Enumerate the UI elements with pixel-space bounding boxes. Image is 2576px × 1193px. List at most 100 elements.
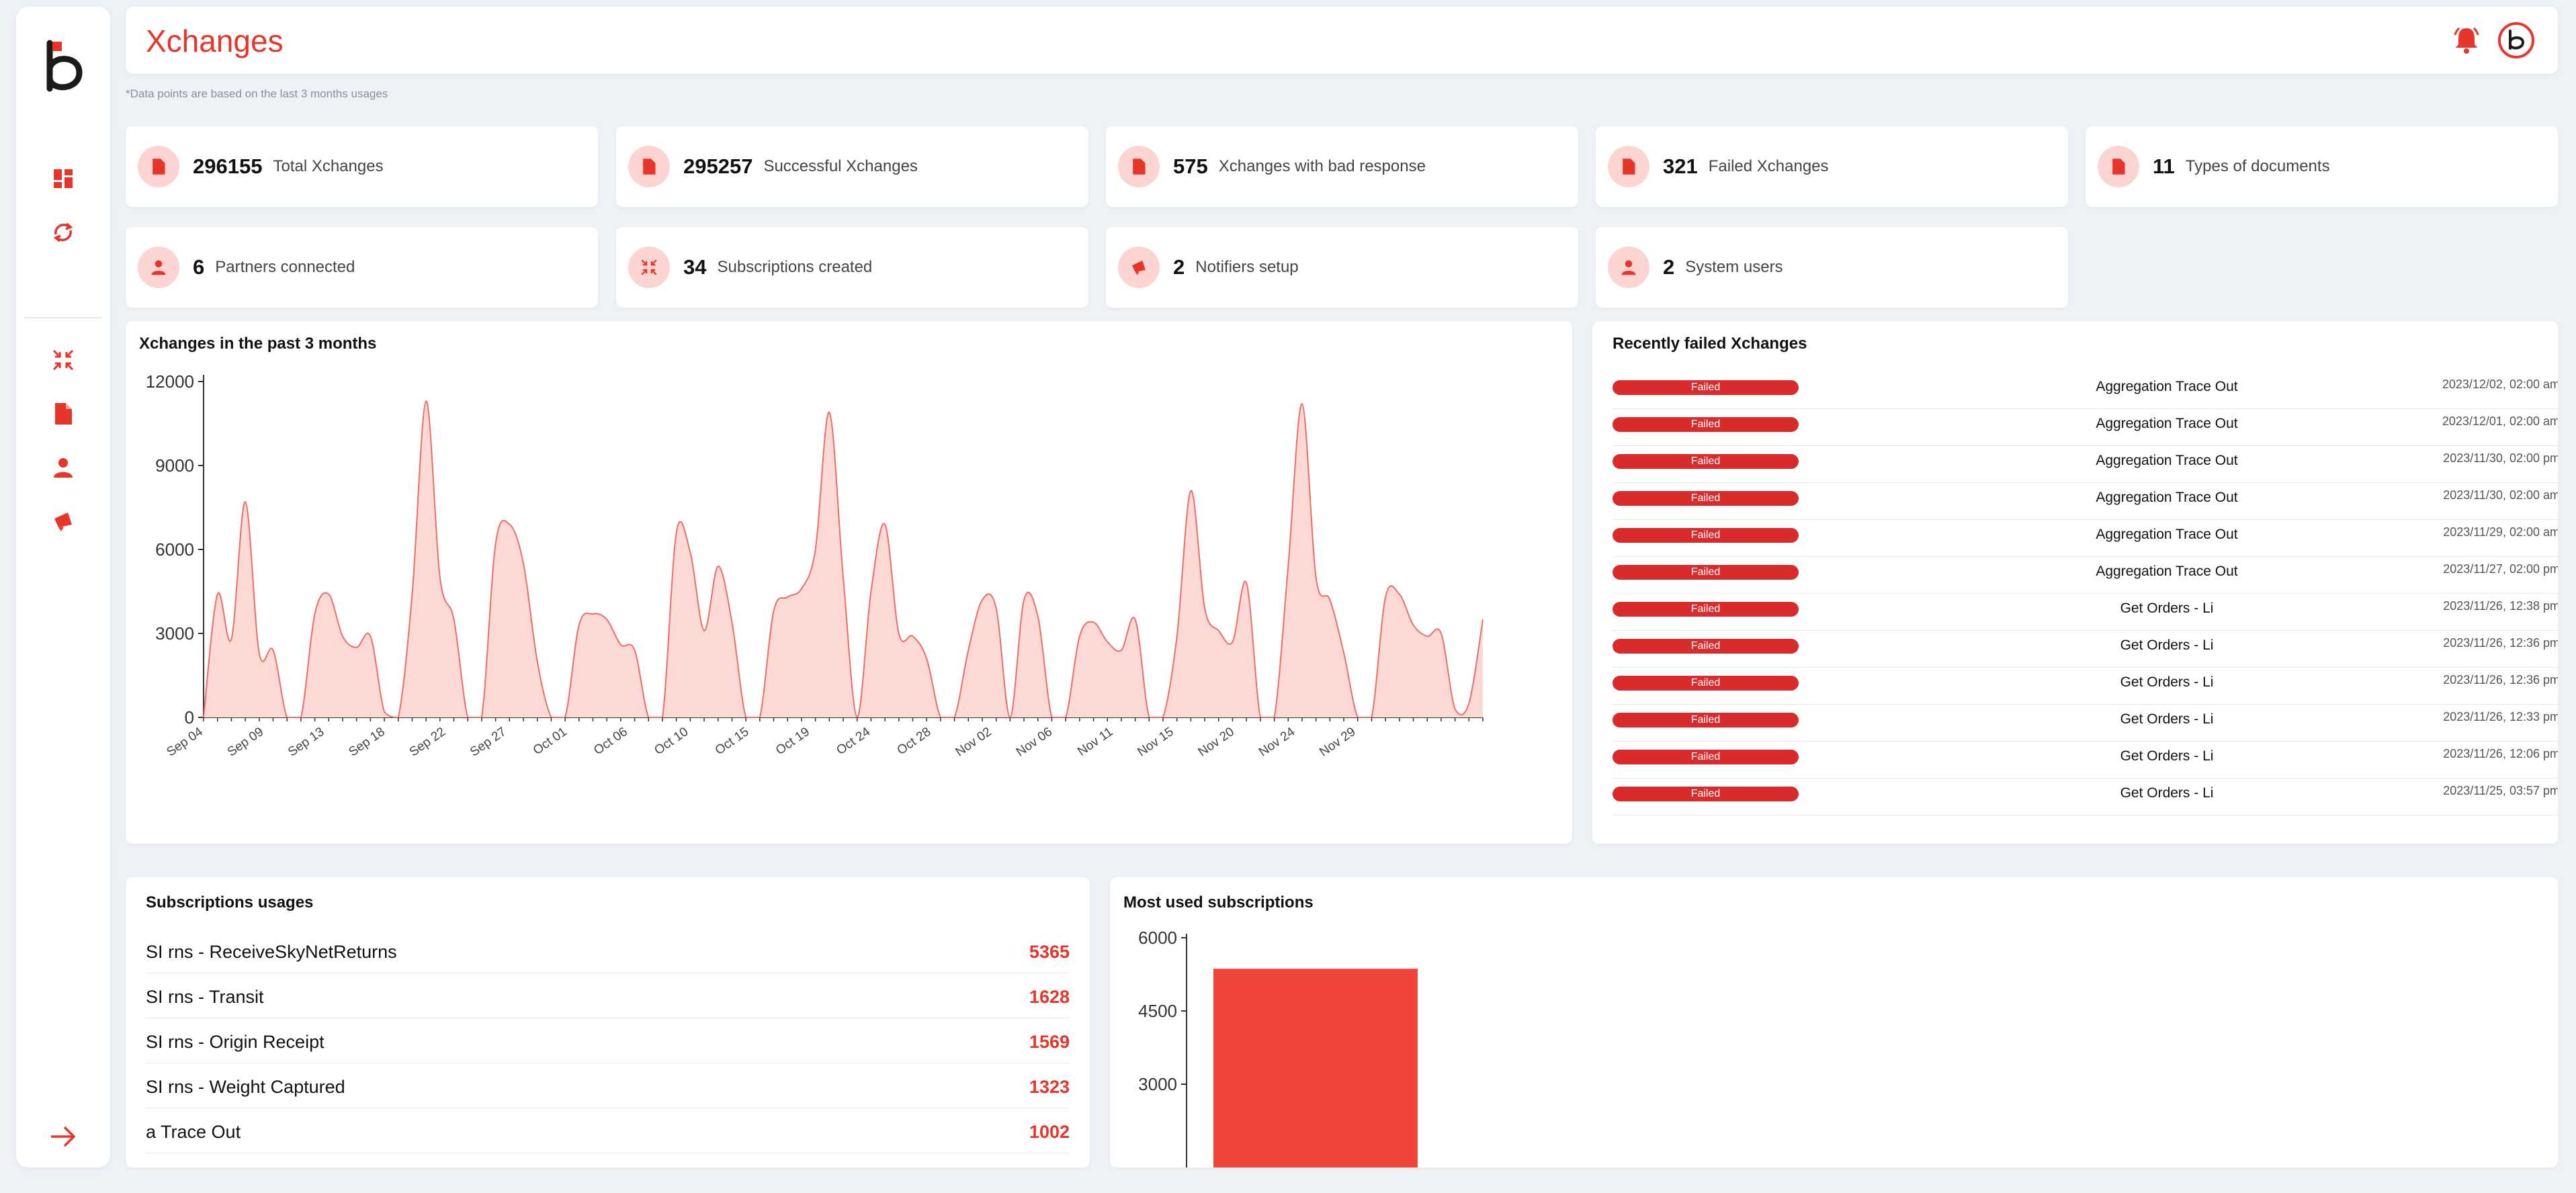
xchanges-chart-title: Xchanges in the past 3 months	[139, 335, 377, 353]
failed-xchange-time: 2023/11/25, 03:57 pm	[2443, 784, 2558, 797]
subscription-count: 5365	[1029, 942, 1070, 962]
failed-row[interactable]: Failed Aggregation Trace Out 2023/11/29, 0…	[1613, 520, 2558, 557]
failed-row[interactable]: Failed Get Orders - Li 2023/11/26, 12:38 p…	[1613, 594, 2558, 631]
arrows-in-icon	[628, 247, 670, 288]
y-tick-label: 4500	[1138, 1001, 1177, 1021]
stat-card: 295257 Successful Xchanges	[616, 126, 1088, 207]
failed-xchange-time: 2023/11/30, 02:00 am	[2443, 488, 2558, 502]
failed-status-badge: Failed	[1613, 787, 1799, 801]
bar[interactable]	[1213, 969, 1418, 1167]
failed-status-badge: Failed	[1613, 565, 1799, 580]
subscription-row[interactable]: a Trace Out 1002	[146, 1108, 1070, 1153]
nav-divider	[24, 317, 102, 318]
stat-value: 296155	[193, 154, 263, 178]
failed-xchange-time: 2023/11/27, 02:00 pm	[2443, 562, 2558, 576]
y-tick-label: 9000	[155, 455, 194, 476]
sync-icon[interactable]	[50, 219, 77, 246]
stat-label: Failed Xchanges	[1708, 157, 1829, 175]
failed-status-badge: Failed	[1613, 713, 1799, 727]
failed-xchange-name: Get Orders - Li	[2120, 785, 2214, 801]
subscription-count: 1002	[1029, 1122, 1070, 1142]
user-icon	[1608, 247, 1649, 288]
failed-xchange-time: 2023/11/26, 12:38 pm	[2443, 599, 2558, 613]
subscription-row[interactable]: SI rns - Weight Captured 1323	[146, 1063, 1070, 1108]
stat-value: 2	[1663, 255, 1675, 279]
failed-status-badge: Failed	[1613, 417, 1799, 432]
failed-xchange-time: 2023/12/02, 02:00 am	[2442, 378, 2558, 391]
stat-value: 34	[683, 255, 707, 279]
x-tick-label: Oct 15	[713, 725, 752, 758]
stat-label: Successful Xchanges	[763, 157, 918, 175]
x-tick-label: Sep 27	[468, 725, 509, 760]
document-icon	[2098, 146, 2139, 187]
megaphone-icon[interactable]	[50, 508, 77, 535]
subscription-name: SI rns - Transit	[146, 987, 264, 1007]
stat-value: 321	[1663, 154, 1698, 178]
x-tick-label: Nov 06	[1014, 725, 1055, 760]
failed-row[interactable]: Failed Aggregation Trace Out 2023/11/30, 0…	[1613, 446, 2558, 483]
avatar[interactable]	[2497, 21, 2535, 59]
x-tick-label: Oct 01	[531, 725, 570, 758]
failed-xchange-name: Aggregation Trace Out	[2096, 527, 2238, 542]
subscription-row[interactable]: Z Get Orders - Li442	[146, 1153, 1070, 1167]
arrows-in-icon[interactable]	[50, 347, 77, 373]
failed-row[interactable]: Failed Get Orders - Li 2023/11/26, 12:06 p…	[1613, 742, 2558, 779]
stat-label: System users	[1685, 258, 1783, 276]
failed-row[interactable]: Failed Get Orders - Li 2023/11/26, 12:36 p…	[1613, 631, 2558, 668]
x-tick-label: Oct 19	[773, 725, 812, 758]
logout-arrow-icon[interactable]	[50, 1123, 77, 1150]
x-tick-label: Nov 24	[1256, 725, 1298, 760]
failed-row[interactable]: Failed Aggregation Trace Out 2023/12/02, 0…	[1613, 372, 2558, 409]
stat-label: Types of documents	[2185, 157, 2330, 175]
stat-value: 11	[2153, 154, 2175, 178]
x-tick-label: Oct 28	[895, 725, 934, 758]
stat-card: 2 Notifiers setup	[1106, 227, 1578, 308]
failed-xchanges-card: Recently failed Xchanges Failed Aggregati…	[1592, 321, 2558, 844]
stat-label: Partners connected	[215, 258, 355, 276]
area-fill	[204, 401, 1483, 717]
failed-xchange-name: Aggregation Trace Out	[2096, 453, 2238, 468]
subscriptions-usage-title: Subscriptions usages	[146, 893, 314, 912]
stat-value: 6	[193, 255, 205, 279]
subscription-row[interactable]: SI rns - ReceiveSkyNetReturns 5365	[146, 928, 1070, 973]
document-icon[interactable]	[50, 400, 77, 427]
x-tick-label: Nov 15	[1135, 725, 1176, 760]
failed-row[interactable]: Failed Aggregation Trace Out 2023/11/30, 0…	[1613, 483, 2558, 520]
failed-row[interactable]: Failed Get Orders - Li 2023/11/26, 12:33 p…	[1613, 705, 2558, 742]
failed-status-badge: Failed	[1613, 454, 1799, 469]
x-tick-label: Oct 24	[834, 725, 873, 758]
failed-xchange-time: 2023/12/01, 02:00 am	[2442, 414, 2558, 428]
failed-status-badge: Failed	[1613, 750, 1799, 764]
failed-status-badge: Failed	[1613, 639, 1799, 654]
failed-row[interactable]: Failed Get Orders - Li 2023/11/25, 03:57 p…	[1613, 779, 2558, 815]
subscriptions-usage-card: Subscriptions usages SI rns - ReceiveSky…	[126, 877, 1090, 1167]
x-tick-label: Sep 13	[286, 725, 327, 760]
failed-xchange-name: Get Orders - Li	[2120, 601, 2214, 616]
y-tick-label: 0	[185, 707, 194, 727]
stat-card: 575 Xchanges with bad response	[1106, 126, 1578, 207]
failed-row[interactable]: Failed Aggregation Trace Out 2023/11/27, 0…	[1613, 557, 2558, 594]
failed-xchange-time: 2023/11/26, 12:06 pm	[2443, 747, 2558, 760]
stat-card: 11 Types of documents	[2086, 126, 2558, 207]
subscription-row[interactable]: SI rns - Origin Receipt 1569	[146, 1018, 1070, 1063]
failed-xchanges-list[interactable]: Failed Aggregation Trace Out 2023/12/02, 0…	[1592, 372, 2558, 820]
failed-xchange-time: 2023/11/29, 02:00 am	[2443, 525, 2558, 539]
subscription-name: SI rns - ReceiveSkyNetReturns	[146, 942, 397, 962]
x-tick-label: Nov 20	[1196, 725, 1237, 760]
failed-status-badge: Failed	[1613, 528, 1799, 543]
failed-row[interactable]: Failed Get Orders - Li 2023/11/26, 12:36 p…	[1613, 668, 2558, 705]
area-line	[203, 400, 1484, 719]
subscriptions-list[interactable]: SI rns - ReceiveSkyNetReturns 5365 SI rns …	[126, 928, 1090, 1167]
most-used-title: Most used subscriptions	[1123, 893, 1314, 912]
subscription-count: 1628	[1029, 987, 1070, 1007]
subscription-row[interactable]: SI rns - Transit 1628	[146, 973, 1070, 1018]
failed-row[interactable]: Failed Aggregation Trace Out 2023/12/01, 0…	[1613, 409, 2558, 446]
failed-status-badge: Failed	[1613, 380, 1799, 395]
stat-card: 321 Failed Xchanges	[1596, 126, 2068, 207]
page-header: Xchanges	[126, 7, 2558, 74]
failed-xchange-time: 2023/11/26, 12:36 pm	[2443, 636, 2558, 650]
user-icon[interactable]	[50, 454, 77, 481]
dashboard-icon[interactable]	[50, 165, 77, 192]
bell-icon[interactable]	[2453, 26, 2480, 55]
